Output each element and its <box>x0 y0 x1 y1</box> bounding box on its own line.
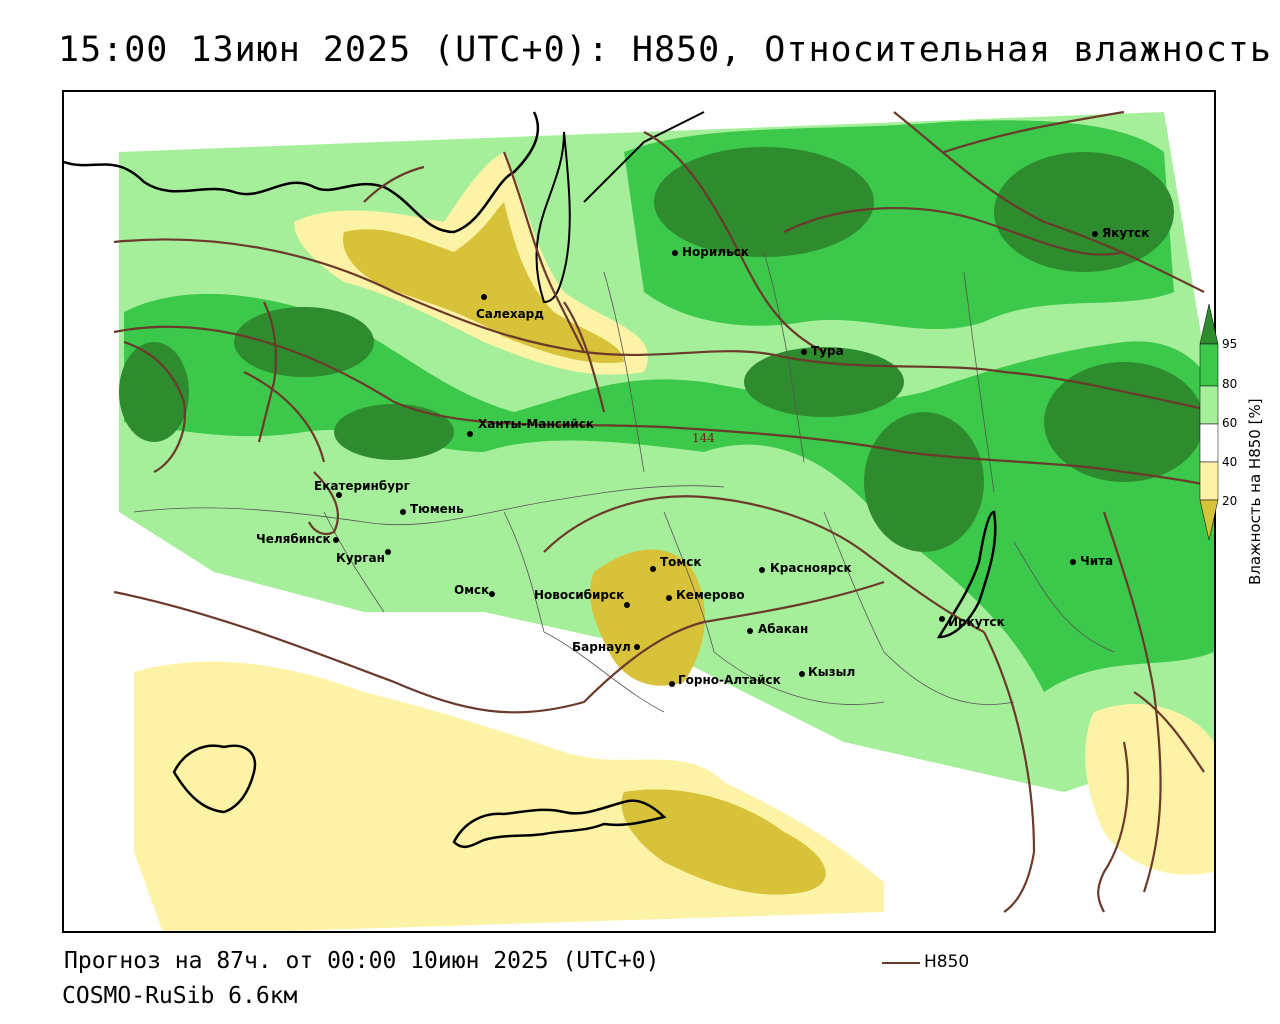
model-info: COSMO-RuSib 6.6км <box>62 983 298 1009</box>
city-kyzyl: Кызыл <box>799 665 855 679</box>
city-kurgan: Курган <box>336 549 391 565</box>
forecast-info: Прогноз на 87ч. от 00:00 10июн 2025 (UTC… <box>64 948 660 974</box>
h850-contours <box>113 110 1214 913</box>
svg-text:Чита: Чита <box>1080 554 1113 568</box>
city-salekhard: Салехард <box>476 294 544 321</box>
city-gorno-altaysk: Горно-Алтайск <box>669 673 781 687</box>
city-abakan: Абакан <box>747 622 808 636</box>
city-chelyabinsk: Челябинск <box>256 532 339 546</box>
colorbar-bottom-arrow <box>1199 499 1219 541</box>
svg-text:Кызыл: Кызыл <box>808 665 855 679</box>
colorbar-tick-95: 95 <box>1222 337 1238 351</box>
contour-label: 144 <box>692 431 715 445</box>
colorbar-tick-60: 60 <box>1222 416 1238 430</box>
humidity-core-7 <box>119 342 189 442</box>
lake-balkhash <box>452 799 667 849</box>
svg-text:Салехард: Салехард <box>476 307 544 321</box>
city-barnaul: Барнаул <box>572 640 640 654</box>
colorbar-band-60 <box>1199 423 1219 463</box>
colorbar-tick-80: 80 <box>1222 377 1238 391</box>
svg-text:Горно-Алтайск: Горно-Алтайск <box>678 673 781 687</box>
coastline-taymyr <box>583 111 705 203</box>
city-tomsk: Томск <box>650 555 702 572</box>
colorbar-band-95 <box>1199 343 1219 387</box>
humidity-zone-very-dry-south <box>621 789 826 895</box>
city-khanty-mansiysk: Ханты-Мансийск <box>467 417 594 437</box>
svg-text:Курган: Курган <box>336 551 385 565</box>
city-chita: Чита <box>1070 554 1113 568</box>
svg-text:Тюмень: Тюмень <box>410 502 464 516</box>
svg-text:Барнаул: Барнаул <box>572 640 631 654</box>
svg-text:Кемерово: Кемерово <box>676 588 745 602</box>
svg-text:Якутск: Якутск <box>1102 226 1149 240</box>
svg-text:Ханты-Мансийск: Ханты-Мансийск <box>478 417 594 431</box>
city-tyumen: Тюмень <box>400 502 464 516</box>
humidity-core-4 <box>864 412 984 552</box>
colorbar-title: Влажность на H850 [%] <box>1246 398 1264 585</box>
city-markers: Норильск Якутск Салехард Тура Ханты-Манс… <box>256 226 1149 687</box>
city-omsk: Омск <box>454 583 495 597</box>
city-irkutsk: Иркутск <box>939 615 1005 629</box>
map-panel: 144 Норильск Якутск Салехард Тура Ханты-… <box>62 90 1216 933</box>
lake-west <box>172 744 257 814</box>
city-yekaterinburg: Екатеринбург <box>314 479 410 498</box>
humidity-core-6 <box>334 404 454 460</box>
city-kemerovo: Кемерово <box>666 588 745 602</box>
city-krasnoyarsk: Красноярск <box>759 561 852 575</box>
humidity-core-1 <box>654 147 874 257</box>
coastline <box>64 111 540 234</box>
svg-text:Омск: Омск <box>454 583 489 597</box>
colorbar: 95 80 60 40 20 <box>1196 300 1280 600</box>
svg-text:Новосибирск: Новосибирск <box>534 588 624 602</box>
city-tura: Тура <box>801 344 844 358</box>
svg-text:Екатеринбург: Екатеринбург <box>314 479 410 493</box>
svg-text:Челябинск: Челябинск <box>256 532 331 546</box>
humidity-core-5 <box>234 307 374 377</box>
humidity-zone-very-dry-north <box>343 202 624 363</box>
humidity-zone-dry-east <box>1085 703 1214 875</box>
svg-text:Тура: Тура <box>811 344 844 358</box>
contour-legend-line <box>882 962 920 964</box>
svg-text:Норильск: Норильск <box>682 245 749 259</box>
region-borders <box>133 251 1115 713</box>
humidity-core-3 <box>1044 362 1204 482</box>
colorbar-top-arrow <box>1199 303 1219 345</box>
humidity-map: 144 Норильск Якутск Салехард Тура Ханты-… <box>64 107 1214 931</box>
coastline-yamal <box>535 131 571 304</box>
city-novosibirsk: Новосибирск <box>534 588 630 608</box>
colorbar-band-80 <box>1199 385 1219 425</box>
contour-legend-label: H850 <box>924 952 970 972</box>
lake-baikal <box>936 510 997 639</box>
colorbar-tick-40: 40 <box>1222 455 1238 469</box>
city-norilsk: Норильск <box>672 245 749 259</box>
colorbar-tick-20: 20 <box>1222 494 1238 508</box>
colorbar-swatches <box>1199 303 1219 541</box>
svg-text:Красноярск: Красноярск <box>770 561 852 575</box>
svg-text:Томск: Томск <box>660 555 702 569</box>
svg-text:Абакан: Абакан <box>758 622 808 636</box>
chart-title: 15:00 13июн 2025 (UTC+0): H850, Относите… <box>58 30 1272 70</box>
colorbar-band-40 <box>1199 461 1219 501</box>
humidity-zone-very-dry-altai <box>589 549 705 686</box>
city-yakutsk: Якутск <box>1092 226 1149 240</box>
svg-text:Иркутск: Иркутск <box>948 615 1005 629</box>
humidity-zone-humid <box>124 293 1214 692</box>
